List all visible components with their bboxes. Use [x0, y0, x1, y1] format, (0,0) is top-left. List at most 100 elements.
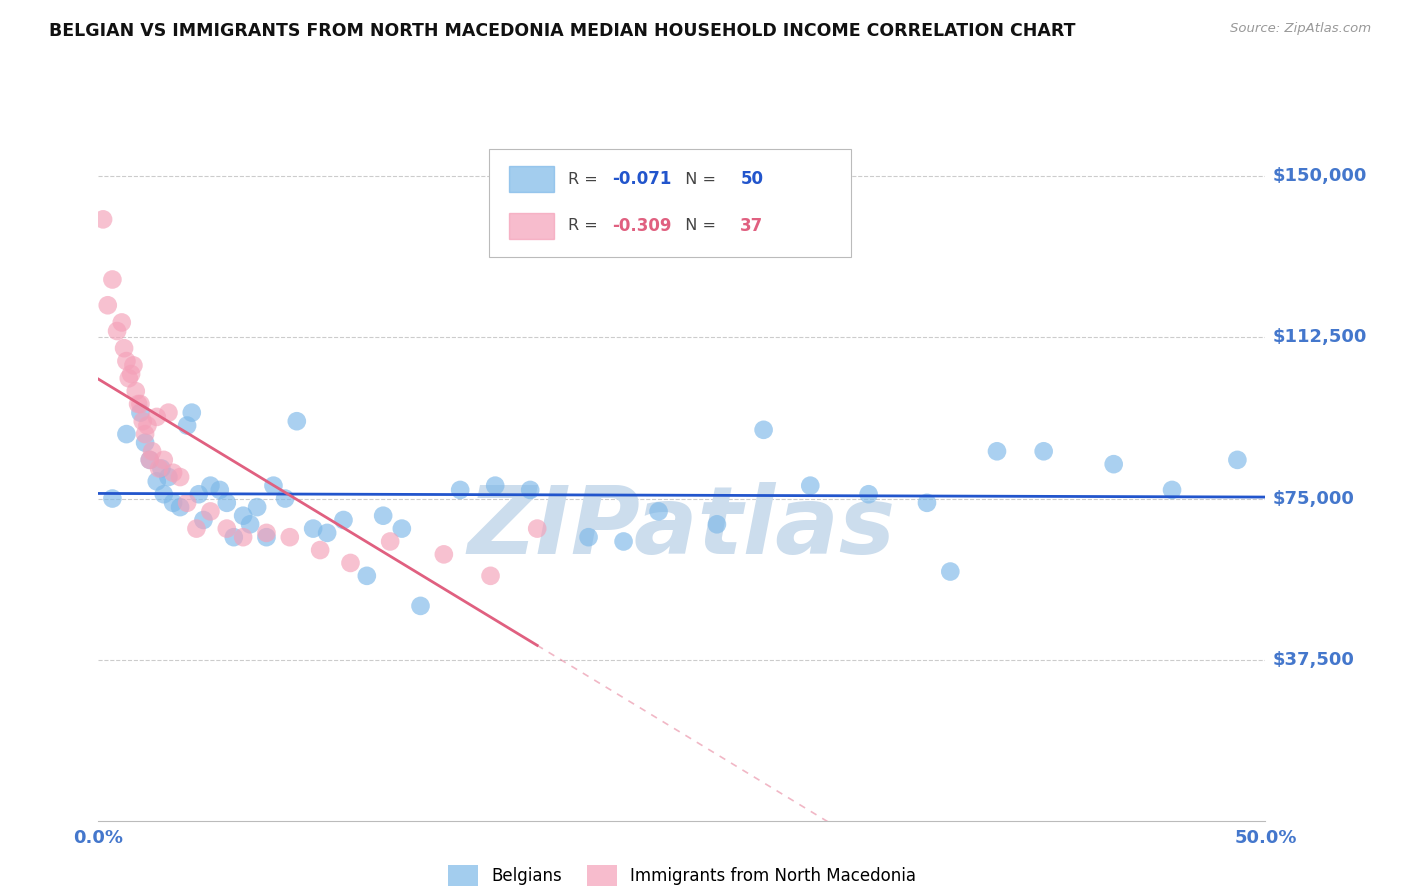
- Point: [986, 444, 1008, 458]
- Point: [193, 513, 215, 527]
- Point: [146, 409, 169, 424]
- Point: [484, 478, 506, 492]
- Text: R =: R =: [568, 219, 602, 234]
- Point: [176, 418, 198, 433]
- Point: [129, 406, 152, 420]
- Point: [157, 470, 180, 484]
- Text: Source: ZipAtlas.com: Source: ZipAtlas.com: [1230, 22, 1371, 36]
- Point: [127, 397, 149, 411]
- Point: [339, 556, 361, 570]
- Point: [858, 487, 880, 501]
- Point: [262, 478, 284, 492]
- Point: [176, 496, 198, 510]
- Point: [215, 496, 238, 510]
- Point: [391, 522, 413, 536]
- Point: [186, 522, 208, 536]
- Point: [105, 324, 128, 338]
- Point: [1161, 483, 1184, 497]
- Point: [146, 475, 169, 489]
- Point: [479, 569, 502, 583]
- Point: [612, 534, 634, 549]
- Point: [200, 504, 222, 518]
- Point: [115, 427, 138, 442]
- Point: [232, 530, 254, 544]
- Point: [274, 491, 297, 506]
- Point: [285, 414, 308, 428]
- Bar: [509, 212, 554, 239]
- Point: [752, 423, 775, 437]
- Point: [232, 508, 254, 523]
- Point: [309, 543, 332, 558]
- Point: [101, 491, 124, 506]
- Legend: Belgians, Immigrants from North Macedonia: Belgians, Immigrants from North Macedoni…: [441, 859, 922, 892]
- Point: [150, 461, 173, 475]
- Text: $75,000: $75,000: [1272, 490, 1354, 508]
- Point: [141, 444, 163, 458]
- Point: [302, 522, 325, 536]
- Point: [239, 517, 262, 532]
- Point: [578, 530, 600, 544]
- Point: [111, 315, 134, 329]
- Point: [915, 496, 938, 510]
- Point: [526, 522, 548, 536]
- Text: $150,000: $150,000: [1272, 168, 1367, 186]
- Text: -0.309: -0.309: [612, 217, 672, 235]
- Text: 37: 37: [741, 217, 763, 235]
- Point: [125, 384, 148, 399]
- Point: [122, 359, 145, 373]
- Point: [91, 212, 114, 227]
- Point: [134, 427, 156, 442]
- Point: [278, 530, 301, 544]
- Point: [132, 414, 155, 428]
- Point: [1032, 444, 1054, 458]
- Point: [316, 525, 339, 540]
- Point: [409, 599, 432, 613]
- Point: [373, 508, 395, 523]
- Text: ZIPatlas: ZIPatlas: [468, 483, 896, 574]
- Text: -0.071: -0.071: [612, 170, 671, 188]
- Point: [169, 470, 191, 484]
- Point: [200, 478, 222, 492]
- Point: [449, 483, 471, 497]
- Point: [118, 371, 141, 385]
- Point: [157, 406, 180, 420]
- Point: [799, 478, 821, 492]
- Point: [152, 453, 174, 467]
- Point: [136, 418, 159, 433]
- Point: [706, 517, 728, 532]
- Point: [1102, 457, 1125, 471]
- Text: R =: R =: [568, 171, 602, 186]
- Point: [939, 565, 962, 579]
- Point: [129, 397, 152, 411]
- Point: [246, 500, 269, 515]
- FancyBboxPatch shape: [489, 149, 851, 257]
- Point: [356, 569, 378, 583]
- Point: [180, 406, 202, 420]
- Point: [139, 453, 162, 467]
- Point: [378, 534, 402, 549]
- Point: [134, 435, 156, 450]
- Bar: [509, 166, 554, 193]
- Text: N =: N =: [675, 171, 721, 186]
- Point: [169, 500, 191, 515]
- Point: [519, 483, 541, 497]
- Point: [433, 547, 456, 561]
- Point: [97, 298, 120, 312]
- Text: N =: N =: [675, 219, 721, 234]
- Point: [332, 513, 354, 527]
- Text: 50: 50: [741, 170, 763, 188]
- Point: [139, 453, 162, 467]
- Text: BELGIAN VS IMMIGRANTS FROM NORTH MACEDONIA MEDIAN HOUSEHOLD INCOME CORRELATION C: BELGIAN VS IMMIGRANTS FROM NORTH MACEDON…: [49, 22, 1076, 40]
- Point: [208, 483, 231, 497]
- Point: [647, 504, 669, 518]
- Point: [215, 522, 238, 536]
- Point: [256, 525, 278, 540]
- Point: [222, 530, 245, 544]
- Point: [120, 367, 142, 381]
- Point: [148, 461, 170, 475]
- Point: [187, 487, 209, 501]
- Point: [115, 354, 138, 368]
- Point: [101, 272, 124, 286]
- Point: [1226, 453, 1249, 467]
- Point: [162, 466, 184, 480]
